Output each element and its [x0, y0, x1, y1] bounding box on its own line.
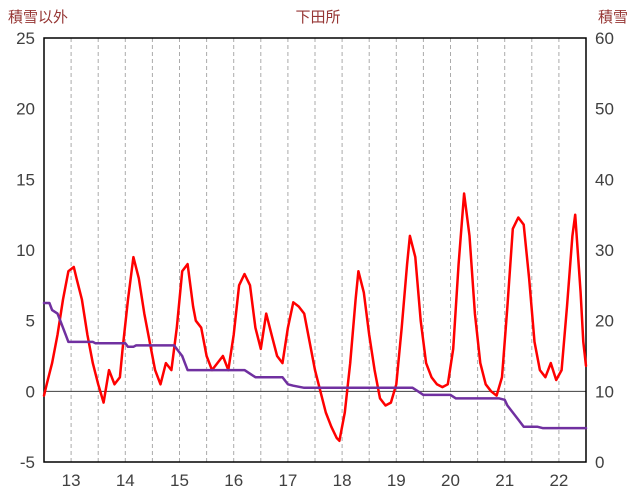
- series-line-purple: [42, 301, 588, 430]
- left-axis-tick-label: 0: [26, 382, 35, 401]
- x-axis-tick-label: 16: [224, 471, 243, 490]
- right-axis-tick-label: 30: [595, 241, 614, 260]
- left-axis-title: 積雪以外: [8, 9, 69, 26]
- x-axis-tick-label: 13: [62, 471, 81, 490]
- x-axis-tick-label: 15: [170, 471, 189, 490]
- left-axis-tick-label: 15: [16, 170, 35, 189]
- x-axis-tick-label: 22: [549, 471, 568, 490]
- left-axis-tick-label: -5: [20, 453, 35, 472]
- x-axis-tick-label: 17: [278, 471, 297, 490]
- x-axis-tick-label: 21: [495, 471, 514, 490]
- series-line-red: [42, 192, 588, 443]
- left-axis-tick-label: 25: [16, 29, 35, 48]
- chart-title: 下田所: [295, 9, 341, 26]
- right-axis-tick-label: 60: [595, 29, 614, 48]
- right-axis-title: 積雪: [597, 9, 628, 26]
- left-axis-tick-label: 20: [16, 100, 35, 119]
- x-axis-tick-label: 14: [116, 471, 135, 490]
- plot-border: [43, 37, 587, 463]
- right-axis-tick-label: 20: [595, 312, 614, 331]
- left-axis-tick-label: 5: [26, 312, 35, 331]
- left-axis-tick-label: 10: [16, 241, 35, 260]
- x-axis-tick-label: 20: [441, 471, 460, 490]
- right-axis-tick-label: 0: [595, 453, 604, 472]
- right-axis-tick-label: 10: [595, 382, 614, 401]
- x-axis-tick-label: 18: [333, 471, 352, 490]
- right-axis-tick-label: 50: [595, 100, 614, 119]
- right-axis-tick-label: 40: [595, 170, 614, 189]
- x-axis-tick-label: 19: [387, 471, 406, 490]
